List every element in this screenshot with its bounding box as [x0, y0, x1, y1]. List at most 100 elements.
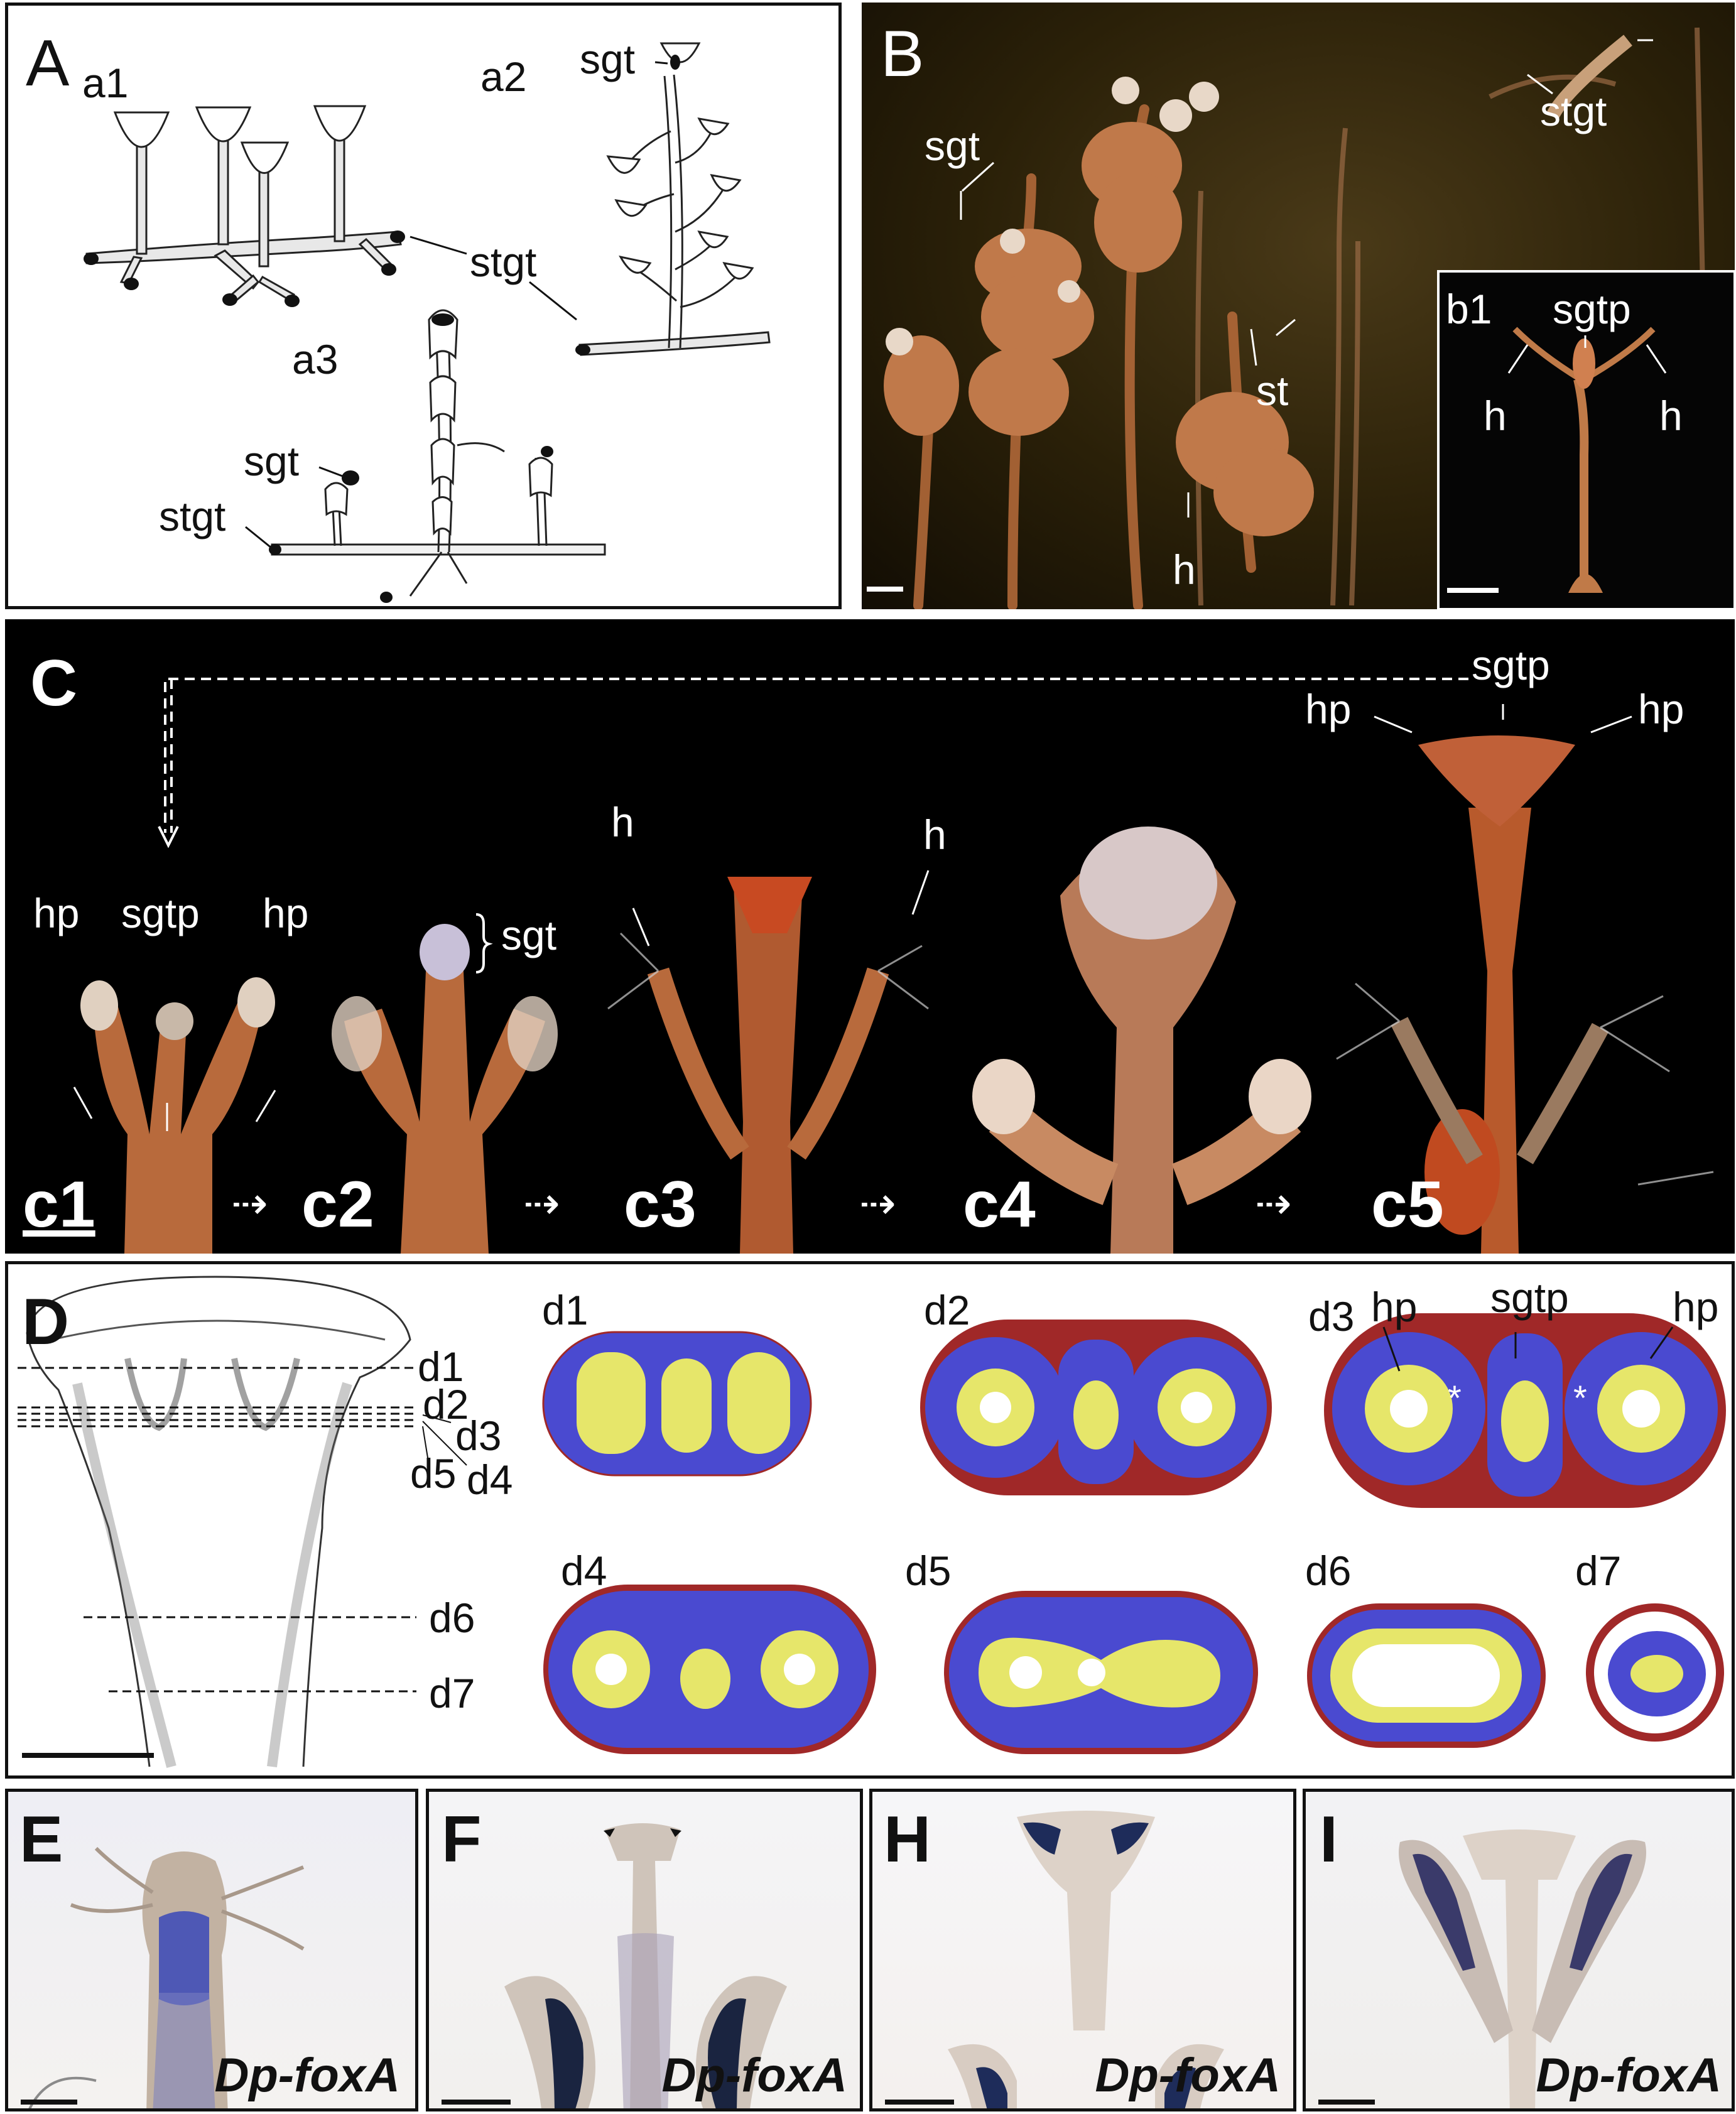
scale-bar-d — [22, 1753, 154, 1758]
a1-colony-drawing — [85, 105, 402, 303]
b1-hydrant-drawing — [1512, 327, 1656, 593]
label-hp-c1-right: hp — [263, 890, 309, 936]
c5-hydrant — [1336, 735, 1714, 1254]
label-sgtp-c5: sgtp — [1472, 642, 1550, 688]
section-d1 — [542, 1331, 812, 1477]
arrow-c3-c4: ⇢ — [859, 1179, 896, 1228]
label-h-c3-left: h — [611, 799, 634, 845]
label-a1: a1 — [82, 60, 129, 106]
label-a2: a2 — [480, 53, 527, 100]
cut-label-d3: d3 — [455, 1412, 502, 1459]
label-a3: a3 — [292, 336, 339, 382]
stage-label-c5: c5 — [1371, 1168, 1444, 1241]
panel-e: E Dp-foxA — [5, 1789, 418, 2111]
label-b1: b1 — [1446, 286, 1492, 332]
gene-label-f: Dp-foxA — [661, 2049, 847, 2102]
panel-d: D d1 d2 d3 d4 d5 d6 d7 d1 d2 d3 d4 d5 d6… — [5, 1261, 1735, 1779]
section-label-d3: d3 — [1308, 1293, 1355, 1340]
section-d6 — [1307, 1603, 1546, 1748]
section-d7 — [1586, 1603, 1724, 1742]
panel-e-letter: E — [19, 1803, 63, 1876]
panel-c: C sgtp hp hp hp sgtp hp sgt h h c1 c2 c3… — [5, 619, 1735, 1254]
panel-f-letter: F — [442, 1803, 482, 1876]
label-sgt-b: sgt — [925, 122, 980, 169]
section-label-d7: d7 — [1575, 1548, 1622, 1594]
stage-label-c3: c3 — [624, 1168, 697, 1241]
panel-b-photo — [884, 27, 1735, 609]
panel-e-photo — [28, 1846, 305, 2108]
arrow-c2-c3: ⇢ — [523, 1179, 560, 1228]
stage-label-c4: c4 — [963, 1168, 1036, 1241]
arrow-c1-c2: ⇢ — [231, 1179, 268, 1228]
panel-b: B sgt stgt st h b1 sgtp h h — [862, 3, 1735, 609]
panel-c-photo — [73, 678, 1714, 1254]
section-label-d2: d2 — [924, 1287, 970, 1333]
section-d4 — [543, 1585, 876, 1754]
label-st-b: st — [1256, 367, 1289, 414]
label-hp-c1-left: hp — [33, 890, 80, 936]
c3-hydrant — [607, 877, 929, 1254]
scale-bar-i — [1318, 2100, 1375, 2105]
section-label-d1: d1 — [542, 1287, 589, 1333]
panel-i-letter: I — [1320, 1803, 1338, 1876]
label-h-c3-right: h — [923, 811, 947, 858]
scale-bar-c — [25, 1232, 94, 1237]
panel-a: A a1 a2 a3 sgt stgt sgt stgt — [5, 3, 842, 609]
label-hp-d3-right: hp — [1673, 1284, 1719, 1330]
a2-colony-drawing — [578, 42, 771, 356]
cut-label-d7: d7 — [429, 1670, 475, 1716]
gene-label-i: Dp-foxA — [1536, 2049, 1722, 2102]
d-longitudinal-section — [26, 1276, 411, 1769]
panel-h-photo — [948, 1811, 1224, 2108]
arrow-c4-c5: ⇢ — [1255, 1179, 1292, 1228]
scale-bar-b — [867, 587, 903, 592]
panel-a-letter: A — [26, 27, 70, 100]
label-h-right-b1: h — [1659, 393, 1683, 439]
label-sgt-a2: sgt — [580, 36, 636, 82]
panel-f: F Dp-foxA — [426, 1789, 863, 2111]
gene-label-e: Dp-foxA — [214, 2049, 400, 2102]
panel-h: H Dp-foxA — [869, 1789, 1296, 2111]
section-d2 — [920, 1320, 1272, 1495]
section-d3 — [1324, 1313, 1726, 1508]
label-hp-c5-left: hp — [1305, 686, 1352, 732]
panel-h-letter: H — [884, 1803, 931, 1876]
panel-b-letter: B — [881, 18, 925, 90]
label-sgt-c2: sgt — [501, 912, 557, 958]
asterisk-left-d3: * — [1448, 1378, 1462, 1417]
panel-a-drawing — [84, 42, 771, 603]
scale-bar-h — [885, 2100, 954, 2105]
label-h-left-b1: h — [1484, 393, 1507, 439]
label-h-b: h — [1173, 546, 1196, 593]
section-label-d5: d5 — [905, 1548, 952, 1594]
label-stgt-a3: stgt — [159, 493, 226, 539]
scale-bar-f — [442, 2100, 511, 2105]
stage-label-c1: c1 — [23, 1168, 95, 1241]
panel-i-photo — [1399, 1829, 1646, 2108]
cut-label-d1: d1 — [418, 1343, 464, 1390]
label-hp-d3-left: hp — [1371, 1284, 1418, 1330]
c4-hydrant — [972, 827, 1311, 1254]
c1-hydrant — [80, 977, 275, 1254]
section-d5 — [944, 1591, 1258, 1754]
section-label-d4: d4 — [561, 1548, 607, 1594]
label-sgt-a3: sgt — [244, 438, 300, 484]
label-stgt-a: stgt — [470, 239, 537, 285]
panel-c-letter: C — [30, 647, 78, 720]
label-sgtp-b1: sgtp — [1553, 286, 1631, 332]
label-sgtp-c1: sgtp — [121, 890, 200, 936]
label-sgtp-d3: sgtp — [1490, 1274, 1569, 1321]
scale-bar-e — [21, 2100, 77, 2105]
cut-label-d6: d6 — [429, 1595, 475, 1641]
panel-d-letter: D — [22, 1286, 70, 1358]
stage-label-c2: c2 — [301, 1168, 374, 1241]
cut-label-d2: d2 — [423, 1381, 469, 1428]
cut-label-d5: d5 — [410, 1450, 457, 1497]
panel-i: I Dp-foxA — [1303, 1789, 1735, 2111]
section-label-d6: d6 — [1305, 1548, 1352, 1594]
gene-label-h: Dp-foxA — [1095, 2049, 1281, 2102]
label-stgt-b: stgt — [1540, 88, 1607, 134]
panel-d-drawing — [18, 1276, 1726, 1769]
panel-f-photo — [504, 1823, 787, 2108]
cut-label-d4: d4 — [467, 1456, 513, 1503]
